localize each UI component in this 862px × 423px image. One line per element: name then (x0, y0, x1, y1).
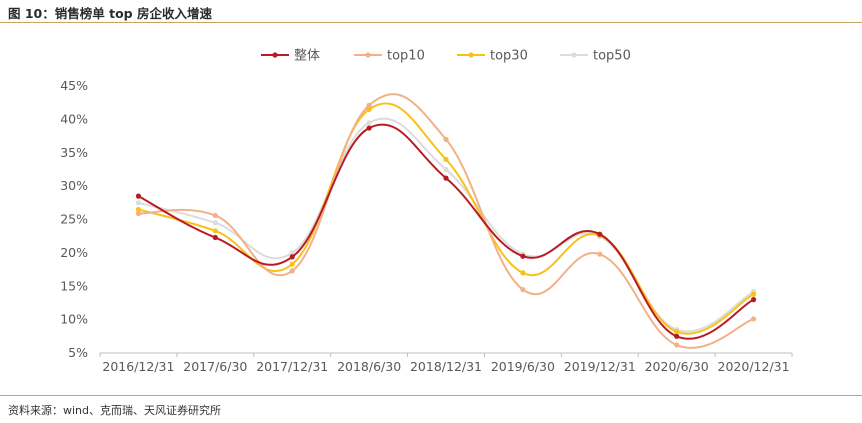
legend-label: 整体 (294, 49, 320, 64)
series-整体 (135, 123, 757, 340)
legend-label: top50 (593, 49, 631, 64)
data-point (674, 329, 680, 335)
legend-label: top10 (387, 49, 425, 64)
data-point (289, 250, 295, 256)
data-point (750, 291, 757, 297)
data-point (289, 261, 295, 267)
x-tick-label: 2017/6/30 (183, 359, 247, 374)
y-tick-label: 5% (68, 345, 88, 360)
data-point (443, 166, 449, 173)
legend-swatch-marker (272, 52, 278, 58)
legend-item-top50: top50 (560, 49, 631, 64)
plot-area (135, 93, 757, 349)
x-tick-label: 2020/12/31 (718, 359, 790, 374)
data-point (443, 175, 449, 181)
legend-item-top10: top10 (354, 49, 425, 64)
data-point (135, 210, 142, 217)
data-point (289, 268, 295, 274)
data-point (674, 333, 680, 339)
line-chart: 整体 top10 top30 top50 5% 10% 15% 20% 25% 30% 35% 40… (60, 49, 793, 374)
data-point (597, 231, 603, 237)
x-tick-label: 2019/6/30 (491, 359, 555, 374)
y-tick-label: 45% (60, 78, 88, 93)
data-point (135, 200, 142, 206)
data-point (212, 228, 218, 234)
data-point (597, 251, 603, 257)
x-tick-label: 2020/6/30 (645, 359, 709, 374)
legend-swatch-marker (468, 52, 474, 58)
y-tick-label: 30% (60, 178, 88, 193)
bottom-divider (0, 395, 862, 396)
data-point (366, 106, 372, 112)
data-point (443, 136, 449, 142)
data-point (520, 253, 526, 259)
data-point (212, 212, 218, 219)
legend-item-top30: top30 (457, 49, 528, 64)
data-point (135, 206, 142, 213)
top-divider (0, 22, 862, 23)
x-tick-label: 2019/12/31 (564, 359, 636, 374)
y-tick-label: 20% (60, 245, 88, 260)
legend: 整体 top10 top30 top50 (261, 49, 631, 64)
data-point (674, 342, 680, 348)
data-point (366, 120, 372, 126)
x-tick-label: 2018/12/31 (410, 359, 482, 374)
series-line (138, 93, 754, 349)
legend-swatch-marker (365, 52, 371, 58)
data-point (366, 102, 372, 108)
y-tick-label: 35% (60, 145, 88, 160)
y-tick-label: 40% (60, 111, 88, 126)
data-point (443, 156, 449, 163)
data-point (520, 270, 526, 276)
series-top10 (135, 93, 757, 349)
source-note: 资料来源：wind、克而瑞、天风证券研究所 (8, 404, 222, 417)
legend-label: top30 (490, 49, 528, 64)
x-tick-label: 2017/12/31 (256, 359, 328, 374)
x-axis: 2016/12/31 2017/6/30 2017/12/31 2018/6/30 20… (99, 352, 793, 374)
y-tick-label: 15% (60, 278, 88, 293)
data-point (750, 316, 757, 322)
figure-title: 图 10：销售榜单 top 房企收入增速 (8, 6, 212, 21)
legend-swatch-marker (571, 52, 577, 58)
x-tick-label: 2018/6/30 (337, 359, 401, 374)
data-point (750, 297, 757, 303)
x-tick-label: 2016/12/31 (102, 359, 174, 374)
y-axis: 5% 10% 15% 20% 25% 30% 35% 40% 45% (60, 78, 88, 360)
legend-item-整体: 整体 (261, 49, 320, 64)
data-point (212, 220, 218, 226)
data-point (520, 286, 526, 293)
data-point (366, 125, 372, 131)
data-point (289, 254, 295, 260)
y-tick-label: 25% (60, 212, 88, 227)
data-point (135, 193, 142, 199)
y-tick-label: 10% (60, 312, 88, 327)
data-point (212, 234, 218, 241)
